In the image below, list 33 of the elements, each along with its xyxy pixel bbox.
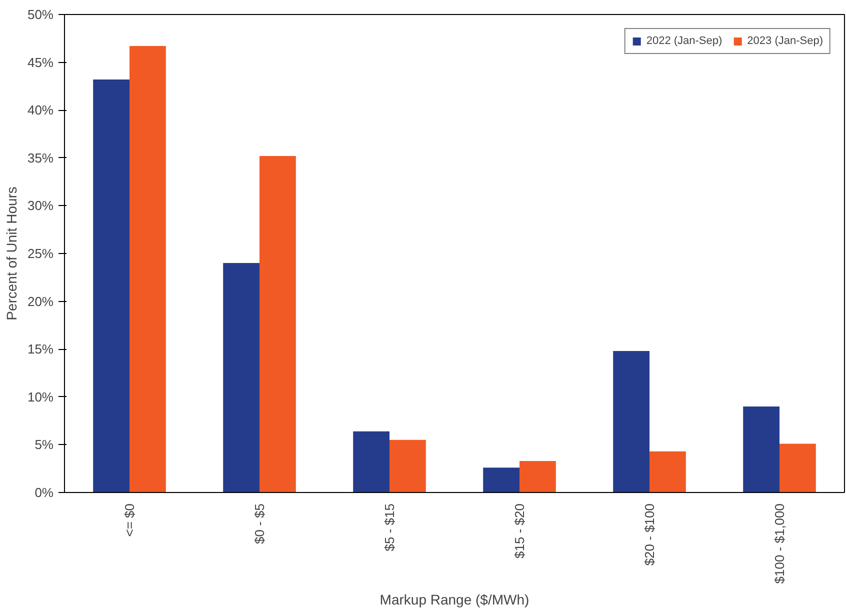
- y-tick-label: 45%: [27, 54, 54, 70]
- legend-label: 2023 (Jan-Sep): [747, 35, 823, 47]
- x-tick-label: $5 - $15: [382, 504, 397, 552]
- bar: [613, 351, 650, 492]
- y-tick-label: 40%: [27, 102, 54, 118]
- x-tick-label: $15 - $20: [512, 503, 527, 558]
- legend-label: 2022 (Jan-Sep): [646, 35, 722, 47]
- bar: [223, 263, 260, 492]
- x-tick-label: $0 - $5: [252, 503, 267, 544]
- y-tick-label: 50%: [27, 7, 54, 22]
- bar: [93, 80, 130, 492]
- bar: [483, 468, 520, 492]
- bar: [260, 156, 296, 492]
- bar: [130, 46, 166, 492]
- y-tick-label: 25%: [27, 246, 54, 261]
- x-tick-label: <= $0: [122, 503, 137, 537]
- y-tick-label: 5%: [34, 437, 54, 452]
- y-tick-label: 10%: [27, 389, 54, 404]
- bar: [390, 440, 426, 492]
- bar: [520, 460, 556, 492]
- y-tick-label: 15%: [27, 342, 54, 357]
- x-axis-title: Markup Range ($/MWh): [380, 592, 530, 608]
- bar: [353, 431, 390, 492]
- y-tick-label: 30%: [27, 198, 54, 214]
- bar: [780, 444, 816, 492]
- bar: [650, 451, 686, 492]
- bar: [743, 406, 780, 492]
- x-tick-label: $100 - $1,000: [772, 504, 787, 584]
- y-axis-title: Percent of Unit Hours: [3, 186, 20, 320]
- y-tick-label: 35%: [27, 150, 54, 166]
- y-tick-label: 20%: [27, 294, 54, 309]
- y-tick-label: 0%: [34, 485, 54, 500]
- x-tick-label: $20 - $100: [642, 503, 657, 566]
